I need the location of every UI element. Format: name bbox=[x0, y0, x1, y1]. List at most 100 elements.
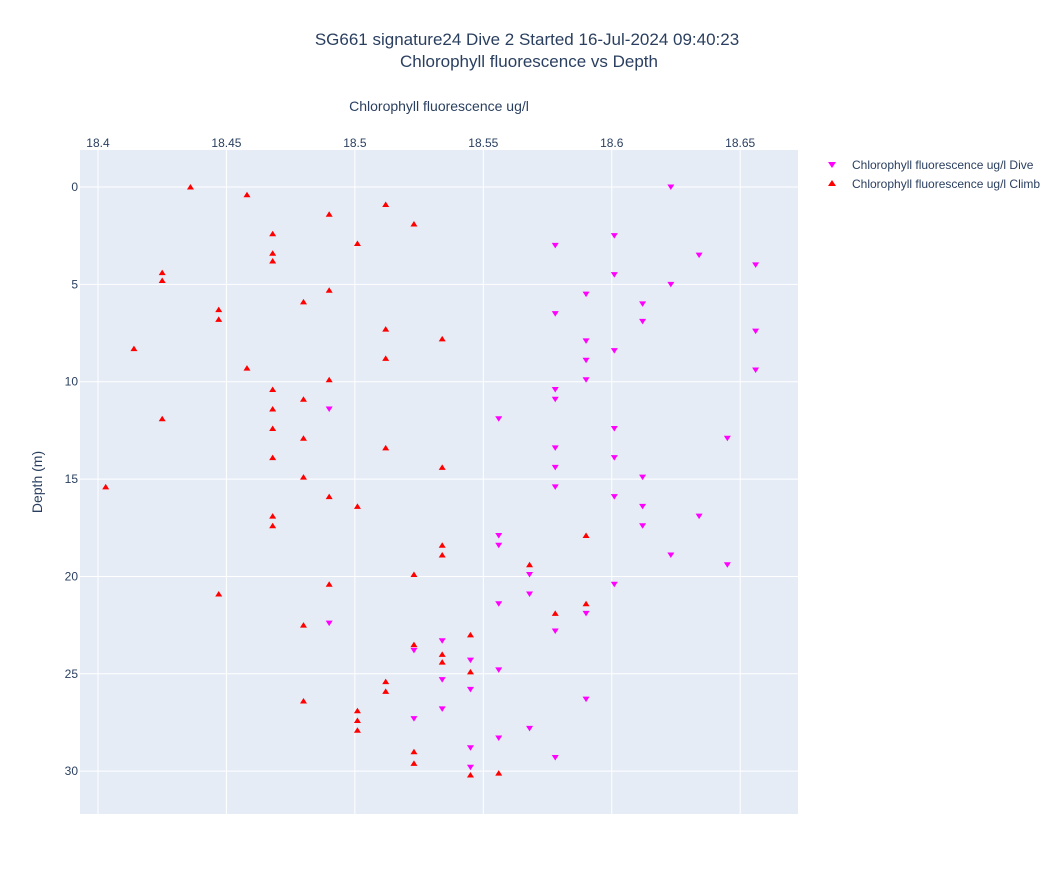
dive-point bbox=[610, 581, 618, 588]
dive-point bbox=[667, 184, 675, 190]
x-tick-label: 18.55 bbox=[468, 136, 498, 150]
climb-point bbox=[382, 326, 390, 332]
climb-point bbox=[299, 435, 307, 441]
climb-point bbox=[526, 561, 534, 568]
y-tick-label: 5 bbox=[71, 277, 78, 291]
climb-point bbox=[410, 748, 418, 755]
dive-point bbox=[752, 262, 760, 268]
dive-point bbox=[582, 338, 590, 344]
climb-point bbox=[382, 355, 390, 361]
climb-point bbox=[186, 183, 194, 190]
x-tick-label: 18.6 bbox=[600, 136, 624, 150]
climb-point bbox=[269, 522, 277, 529]
climb-point bbox=[438, 651, 446, 657]
legend-climb-label: Chlorophyll fluorescence ug/l Climb bbox=[852, 177, 1040, 191]
data-points bbox=[102, 183, 760, 778]
climb-point bbox=[582, 532, 590, 539]
dive-point bbox=[325, 620, 333, 627]
climb-point bbox=[325, 493, 333, 500]
climb-point bbox=[438, 464, 446, 470]
climb-point bbox=[410, 641, 418, 648]
y-tick-label: 0 bbox=[71, 180, 78, 194]
climb-point bbox=[551, 610, 559, 616]
climb-point bbox=[325, 211, 333, 217]
dive-point bbox=[610, 425, 618, 432]
dive-point bbox=[582, 357, 590, 364]
dive-point bbox=[582, 291, 590, 298]
climb-point bbox=[466, 668, 474, 675]
climb-point bbox=[299, 298, 307, 305]
dive-point bbox=[410, 647, 418, 654]
climb-point bbox=[299, 622, 307, 628]
climb-point bbox=[382, 688, 390, 694]
climb-point bbox=[269, 250, 277, 256]
dive-point bbox=[639, 523, 647, 529]
x-tick-label: 18.4 bbox=[86, 136, 110, 150]
climb-point bbox=[438, 542, 446, 548]
climb-point bbox=[410, 760, 418, 766]
dive-point bbox=[466, 686, 474, 693]
climb-point bbox=[495, 770, 503, 776]
dive-point bbox=[610, 494, 618, 500]
x-tick-label: 18.5 bbox=[343, 136, 367, 150]
dive-point bbox=[695, 513, 703, 520]
climb-point bbox=[269, 257, 277, 264]
climb-point bbox=[102, 483, 110, 490]
climb-point bbox=[382, 444, 390, 451]
climb-point bbox=[269, 386, 277, 393]
dive-point bbox=[639, 503, 647, 510]
climb-point bbox=[299, 698, 307, 704]
dive-point bbox=[610, 272, 618, 278]
dive-point bbox=[438, 677, 446, 683]
climb-point bbox=[243, 365, 251, 371]
climb-point bbox=[438, 552, 446, 558]
dive-point bbox=[526, 725, 534, 732]
dive-point bbox=[639, 474, 647, 481]
climb-point bbox=[269, 513, 277, 519]
legend: Chlorophyll fluorescence ug/l Dive Chlor… bbox=[828, 158, 1040, 191]
dive-point bbox=[438, 638, 446, 644]
climb-point bbox=[325, 581, 333, 587]
dive-point bbox=[495, 542, 503, 549]
climb-point bbox=[130, 345, 138, 352]
dive-point bbox=[526, 571, 534, 578]
climb-point bbox=[215, 590, 223, 597]
climb-point bbox=[299, 396, 307, 402]
dive-point bbox=[551, 464, 559, 471]
climb-point bbox=[353, 727, 361, 733]
dive-point bbox=[639, 318, 647, 325]
dive-point bbox=[438, 706, 446, 712]
climb-point bbox=[215, 316, 223, 322]
dive-point bbox=[551, 445, 559, 451]
dive-point bbox=[582, 377, 590, 383]
climb-point bbox=[382, 678, 390, 685]
dive-point bbox=[551, 484, 559, 490]
dive-point bbox=[551, 242, 559, 249]
dive-point bbox=[466, 764, 474, 771]
y-tick-label: 30 bbox=[65, 764, 79, 778]
dive-point bbox=[410, 716, 418, 722]
dive-point bbox=[752, 367, 760, 374]
dive-point bbox=[551, 387, 559, 393]
climb-point bbox=[582, 600, 590, 607]
climb-point bbox=[353, 717, 361, 724]
axis-ticks: 18.4 18.45 18.5 18.55 18.6 18.65 0 5 10 15 20 25 30 bbox=[65, 136, 756, 778]
dive-point bbox=[582, 696, 590, 703]
climb-point bbox=[466, 631, 474, 638]
dive-point bbox=[610, 455, 618, 461]
climb-point bbox=[353, 707, 361, 714]
dive-point bbox=[752, 328, 760, 335]
y-tick-label: 25 bbox=[65, 667, 79, 681]
legend-climb-marker-icon bbox=[828, 180, 836, 186]
legend-item-climb[interactable]: Chlorophyll fluorescence ug/l Climb bbox=[828, 177, 1040, 191]
climb-point bbox=[410, 571, 418, 577]
climb-point bbox=[269, 230, 277, 237]
dive-point bbox=[723, 562, 731, 568]
climb-point bbox=[158, 277, 166, 283]
chart-title-line2: Chlorophyll fluorescence vs Depth bbox=[400, 52, 658, 71]
legend-item-dive[interactable]: Chlorophyll fluorescence ug/l Dive bbox=[828, 158, 1034, 172]
y-axis-title: Depth (m) bbox=[29, 451, 45, 513]
climb-point bbox=[158, 269, 166, 276]
grid-lines bbox=[80, 150, 798, 814]
dive-point bbox=[495, 667, 503, 673]
